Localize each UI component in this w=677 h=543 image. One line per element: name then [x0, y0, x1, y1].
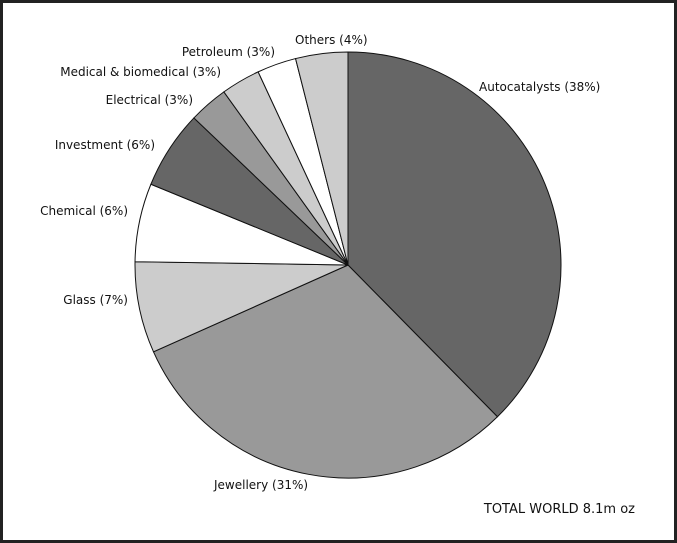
pie-label-jewellery: Jewellery (31%): [213, 478, 308, 492]
pie-label-others: Others (4%): [295, 33, 368, 47]
pie-label-investment: Investment (6%): [55, 138, 155, 152]
pie-slice-autocatalysts: [347, 51, 562, 418]
pie-label-autocatalysts: Autocatalysts (38%): [479, 80, 600, 94]
pie-slice-others: [294, 51, 349, 266]
pie-label-petroleum: Petroleum (3%): [182, 45, 275, 59]
pie-slice-jewellery: [152, 264, 499, 479]
pie-slices: [134, 51, 562, 479]
pie-label-glass: Glass (7%): [63, 293, 128, 307]
total-footnote: TOTAL WORLD 8.1m oz: [483, 502, 635, 517]
pie-label-chemical: Chemical (6%): [40, 204, 128, 218]
pie-label-electrical: Electrical (3%): [106, 93, 193, 107]
pie-labels: Autocatalysts (38%) Jewellery (31%) Glass …: [40, 33, 600, 492]
pie-label-medical-and-biomedical: Medical & biomedical (3%): [60, 65, 221, 79]
pie-chart: Autocatalysts (38%) Jewellery (31%) Glass …: [40, 33, 635, 517]
